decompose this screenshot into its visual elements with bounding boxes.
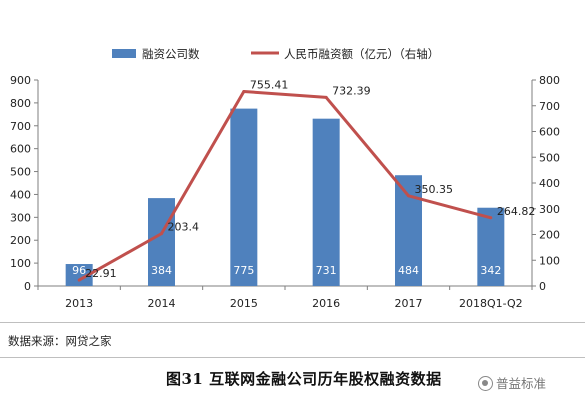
left-tick-label: 700 [10, 120, 31, 133]
right-tick-label: 400 [539, 177, 560, 190]
line-point [324, 95, 328, 99]
figure-caption: 图31 互联网金融公司历年股权融资数据 [166, 370, 442, 388]
line-value-label: 732.39 [332, 84, 371, 97]
line-point [489, 216, 493, 220]
bar-value-label: 342 [480, 264, 501, 277]
right-tick-label: 800 [539, 74, 560, 87]
right-tick-label: 0 [539, 280, 546, 293]
left-tick-label: 800 [10, 97, 31, 110]
bar-value-label: 731 [316, 264, 337, 277]
legend-label-line: 人民币融资额（亿元）（右轴） [284, 47, 439, 61]
bar [148, 198, 175, 286]
line-value-label: 264.82 [497, 205, 536, 218]
bar-value-label: 96 [72, 264, 86, 277]
bar-value-label: 384 [151, 264, 172, 277]
x-tick-label: 2013 [65, 297, 93, 310]
bottom-divider [0, 357, 585, 358]
left-tick-label: 600 [10, 143, 31, 156]
left-tick-label: 0 [24, 280, 31, 293]
left-tick-label: 400 [10, 188, 31, 201]
left-tick-label: 300 [10, 211, 31, 224]
top-divider [0, 322, 585, 323]
line-value-label: 22.91 [85, 267, 117, 280]
x-tick-label: 2015 [230, 297, 258, 310]
line-value-label: 350.35 [415, 183, 454, 196]
x-tick-label: 2017 [395, 297, 423, 310]
source-note: 数据来源：网贷之家 [8, 334, 112, 348]
watermark-text: 普益标准 [496, 376, 547, 391]
combo-chart: 融资公司数 人民币融资额（亿元）（右轴） 0 100 200 300 400 500 600 70… [10, 47, 560, 310]
line-series [78, 89, 492, 282]
bar [312, 118, 340, 286]
right-tick-label: 300 [539, 203, 560, 216]
right-tick-label: 200 [539, 229, 560, 242]
watermark-icon [478, 376, 493, 391]
bar [65, 264, 93, 286]
right-tick-label: 700 [539, 100, 560, 113]
bar-value-label: 484 [398, 264, 419, 277]
legend-swatch-bar [112, 49, 136, 58]
line-point [160, 232, 163, 236]
x-tick-label: 2018Q1-Q2 [459, 297, 523, 310]
line-value-label: 755.41 [250, 78, 288, 91]
left-tick-label: 100 [10, 257, 31, 270]
line-value-label: 203.4 [168, 221, 200, 234]
bar [230, 108, 258, 286]
line-point [407, 194, 410, 198]
line-point [242, 89, 246, 93]
line-point [77, 278, 81, 282]
right-tick-label: 500 [539, 151, 560, 164]
watermark: 普益标准 [478, 373, 546, 392]
x-tick-label: 2014 [148, 297, 176, 310]
legend-label-bar: 融资公司数 [142, 47, 200, 61]
bar-value-label: 775 [233, 264, 254, 277]
left-tick-label: 200 [10, 234, 31, 247]
bar [477, 207, 505, 286]
right-tick-label: 100 [539, 254, 560, 267]
left-tick-label: 500 [10, 166, 31, 179]
right-tick-label: 600 [539, 126, 560, 139]
left-tick-label: 900 [10, 74, 31, 87]
x-tick-label: 2016 [312, 297, 340, 310]
